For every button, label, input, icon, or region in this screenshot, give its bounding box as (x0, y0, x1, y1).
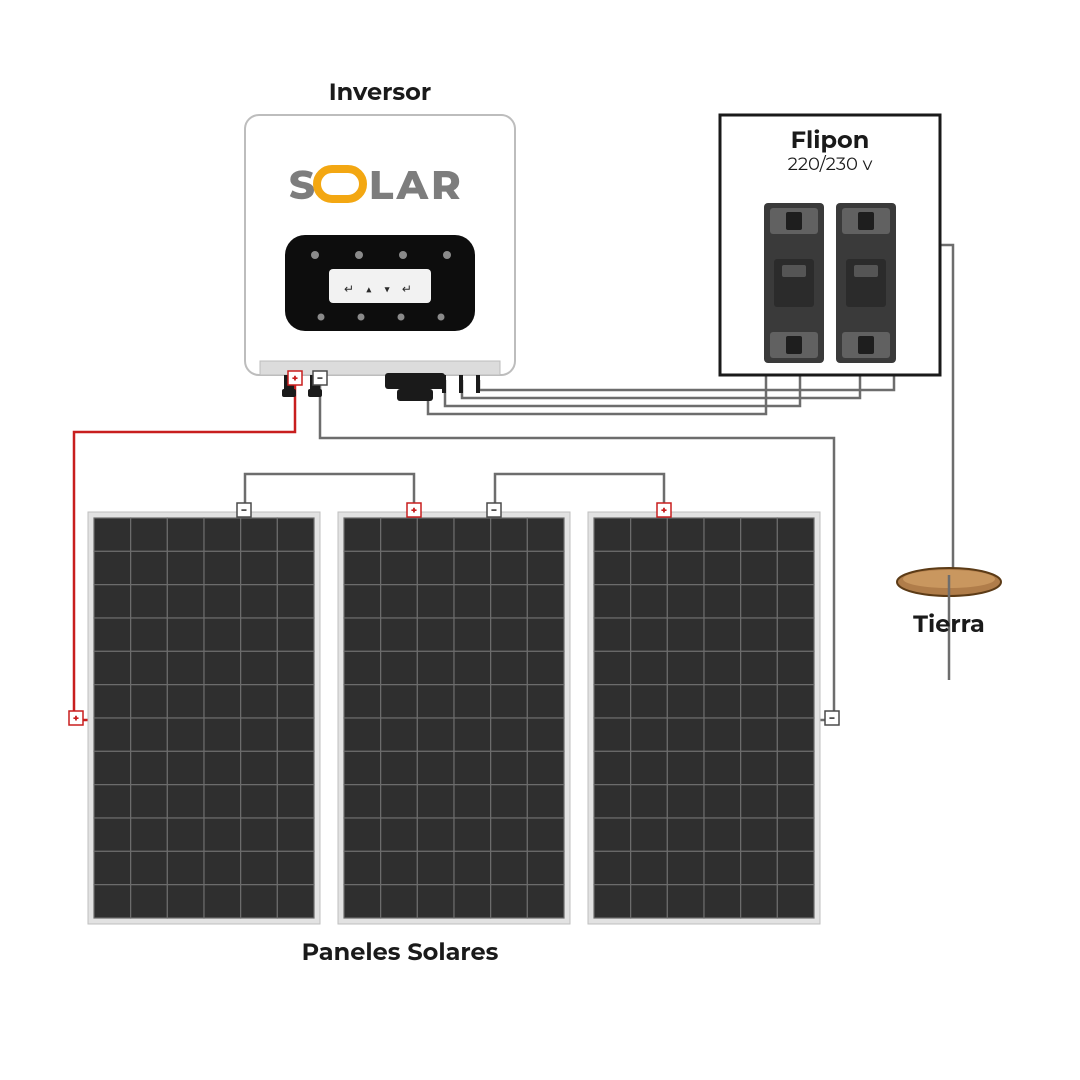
svg-text:↵ ▲ ▼ ↵: ↵ ▲ ▼ ↵ (344, 282, 416, 297)
terminal-negative: − (825, 711, 839, 725)
solar-panel-2 (338, 512, 570, 924)
solar-panel-3 (588, 512, 820, 924)
inverter-label: Inversor (329, 78, 432, 107)
ground-label: Tierra (913, 610, 985, 639)
terminal-positive: + (657, 503, 671, 517)
terminal-positive: + (407, 503, 421, 517)
svg-text:+: + (292, 372, 298, 385)
flipon-label: Flipon (791, 126, 870, 155)
inverter: InversorSLAR↵ ▲ ▼ ↵ (245, 78, 515, 401)
solar-wiring-diagram: InversorSLAR↵ ▲ ▼ ↵Flipon220/230 vTierra… (0, 0, 1080, 1080)
terminal-negative: − (487, 503, 501, 517)
breaker-1 (764, 203, 824, 363)
svg-text:−: − (241, 504, 247, 517)
wire-panel-link-2-3 (495, 474, 664, 518)
wire-to-ground (940, 245, 953, 568)
wire-ac-4 (479, 375, 894, 390)
terminal-positive: + (69, 711, 83, 725)
svg-text:+: + (411, 504, 417, 517)
svg-text:−: − (317, 372, 323, 385)
terminal-negative: − (313, 371, 327, 385)
wire-panel-link-1-2 (245, 474, 414, 518)
svg-text:−: − (829, 712, 835, 725)
breaker-2 (836, 203, 896, 363)
solar-panel-1 (88, 512, 320, 924)
terminal-positive: + (288, 371, 302, 385)
svg-text:+: + (73, 712, 79, 725)
flipon-breaker-box: Flipon220/230 v (720, 115, 940, 375)
brand-text-right: LAR (369, 161, 464, 210)
flipon-voltage: 220/230 v (788, 153, 873, 175)
svg-text:−: − (491, 504, 497, 517)
panels-label: Paneles Solares (302, 938, 499, 967)
ground: Tierra (897, 568, 1001, 680)
terminal-negative: − (237, 503, 251, 517)
svg-text:+: + (661, 504, 667, 517)
ac-connector (385, 373, 445, 401)
